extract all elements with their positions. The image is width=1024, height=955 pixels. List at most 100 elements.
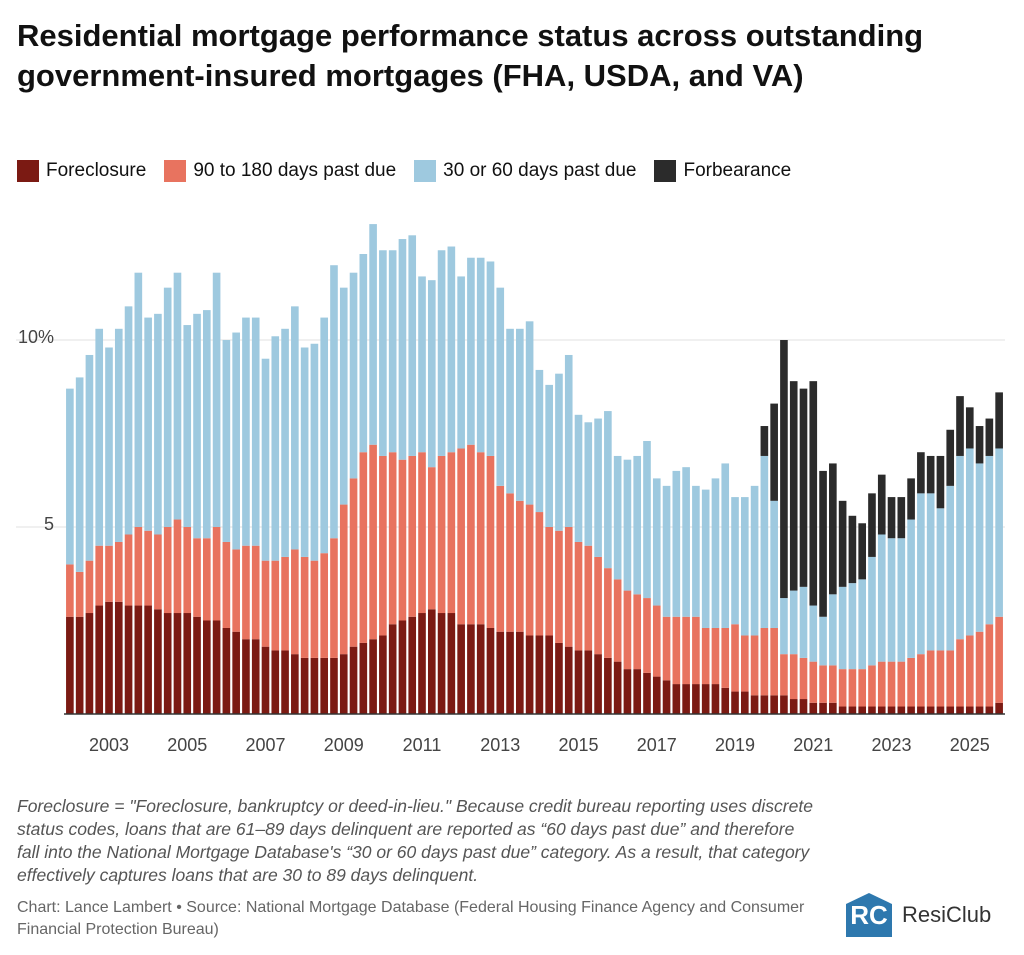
bar-segment bbox=[134, 605, 143, 714]
bar-segment bbox=[995, 702, 1003, 714]
bar-segment bbox=[721, 627, 730, 688]
bar-segment bbox=[388, 624, 397, 714]
bar-segment bbox=[594, 556, 602, 655]
bar-segment bbox=[427, 467, 436, 610]
bar-segment bbox=[183, 527, 192, 614]
bar-segment bbox=[320, 657, 329, 714]
bar-segment bbox=[887, 538, 896, 662]
bar-segment bbox=[281, 328, 289, 557]
bar-segment bbox=[985, 418, 994, 456]
bar-segment bbox=[144, 605, 152, 714]
footnote: Foreclosure = "Foreclosure, bankruptcy o… bbox=[17, 796, 813, 885]
bar-segment bbox=[134, 527, 143, 606]
bar-segment bbox=[163, 527, 172, 614]
y-tick-label: 5 bbox=[44, 514, 54, 534]
bar-segment bbox=[858, 579, 867, 670]
bar-segment bbox=[105, 347, 113, 546]
bar-segment bbox=[427, 280, 436, 468]
bar-segment bbox=[251, 545, 260, 640]
brand-name: ResiClub bbox=[902, 902, 992, 927]
bar-segment bbox=[271, 560, 280, 651]
bar-segment bbox=[300, 556, 309, 658]
bar-segment bbox=[506, 631, 514, 714]
bar-segment bbox=[936, 706, 945, 714]
bar-segment bbox=[496, 485, 505, 632]
bar-segment bbox=[339, 504, 348, 655]
bar-segment bbox=[261, 358, 270, 561]
bar-segment bbox=[633, 669, 642, 714]
bar-segment bbox=[555, 373, 563, 531]
bar-segment bbox=[300, 347, 309, 557]
bar-segment bbox=[564, 527, 573, 647]
bar-segment bbox=[476, 452, 485, 625]
bar-segment bbox=[965, 448, 974, 636]
bar-segment bbox=[887, 661, 896, 707]
legend-swatch bbox=[654, 160, 677, 182]
bar-segment bbox=[848, 515, 857, 584]
bar-segment bbox=[95, 605, 104, 714]
bar-segment bbox=[829, 463, 837, 595]
bar-segment bbox=[379, 635, 387, 714]
bar-segment bbox=[124, 306, 133, 535]
bar-segment bbox=[310, 343, 319, 561]
bar-segment bbox=[770, 403, 778, 501]
bar-segment bbox=[877, 474, 886, 535]
bar-segment bbox=[506, 328, 514, 494]
bar-segment bbox=[330, 657, 338, 714]
bar-segment bbox=[731, 497, 739, 625]
bar-segment bbox=[437, 250, 446, 456]
bar-segment bbox=[457, 448, 465, 625]
bar-segment bbox=[506, 493, 514, 632]
bar-segment bbox=[310, 657, 319, 714]
bar-segment bbox=[829, 665, 837, 703]
bar-segment bbox=[838, 669, 847, 707]
bar-segment bbox=[388, 452, 397, 625]
bar-segment bbox=[66, 616, 74, 714]
bar-segment bbox=[829, 594, 837, 666]
bar-segment bbox=[819, 702, 827, 714]
x-tick-label: 2013 bbox=[480, 735, 520, 755]
bar-segment bbox=[838, 586, 847, 670]
bar-segment bbox=[760, 455, 769, 628]
bar-segment bbox=[594, 654, 602, 714]
legend-label: 90 to 180 days past due bbox=[193, 160, 397, 181]
bar-segment bbox=[594, 418, 602, 557]
bar-segment bbox=[711, 478, 720, 628]
bar-segment bbox=[193, 313, 201, 539]
bar-segment bbox=[838, 706, 847, 714]
bar-segment bbox=[124, 534, 133, 606]
bar-segment bbox=[574, 650, 583, 714]
bar-segment bbox=[349, 272, 358, 479]
bar-segment bbox=[281, 650, 289, 714]
bar-segment bbox=[701, 684, 710, 714]
bar-segment bbox=[965, 635, 974, 707]
bar-segment bbox=[437, 455, 446, 614]
legend-item: Foreclosure bbox=[17, 160, 146, 182]
bar-segment bbox=[633, 594, 642, 670]
x-tick-label: 2009 bbox=[324, 735, 364, 755]
bar-segment bbox=[525, 321, 534, 505]
bar-segment bbox=[457, 624, 465, 714]
bar-segment bbox=[936, 508, 945, 651]
bar-segment bbox=[623, 669, 632, 714]
bar-segment bbox=[212, 527, 221, 621]
bar-segment bbox=[956, 396, 964, 456]
bar-segment bbox=[379, 250, 387, 456]
bar-segment bbox=[623, 459, 632, 591]
bar-segment bbox=[868, 493, 876, 557]
bar-segment bbox=[799, 657, 808, 700]
bar-segment bbox=[183, 325, 192, 528]
bar-segment bbox=[330, 265, 338, 539]
bar-segment bbox=[789, 699, 798, 714]
bar-segment bbox=[995, 616, 1003, 703]
bar-segment bbox=[731, 691, 739, 714]
bar-segment bbox=[154, 534, 162, 610]
bar-segment bbox=[564, 354, 573, 528]
bar-segment bbox=[467, 444, 475, 625]
bar-segment bbox=[154, 609, 162, 714]
bar-segment bbox=[760, 627, 769, 696]
bar-segment bbox=[926, 493, 935, 651]
bar-segment bbox=[232, 332, 240, 550]
bar-segment bbox=[907, 706, 915, 714]
bar-segment bbox=[212, 620, 221, 714]
